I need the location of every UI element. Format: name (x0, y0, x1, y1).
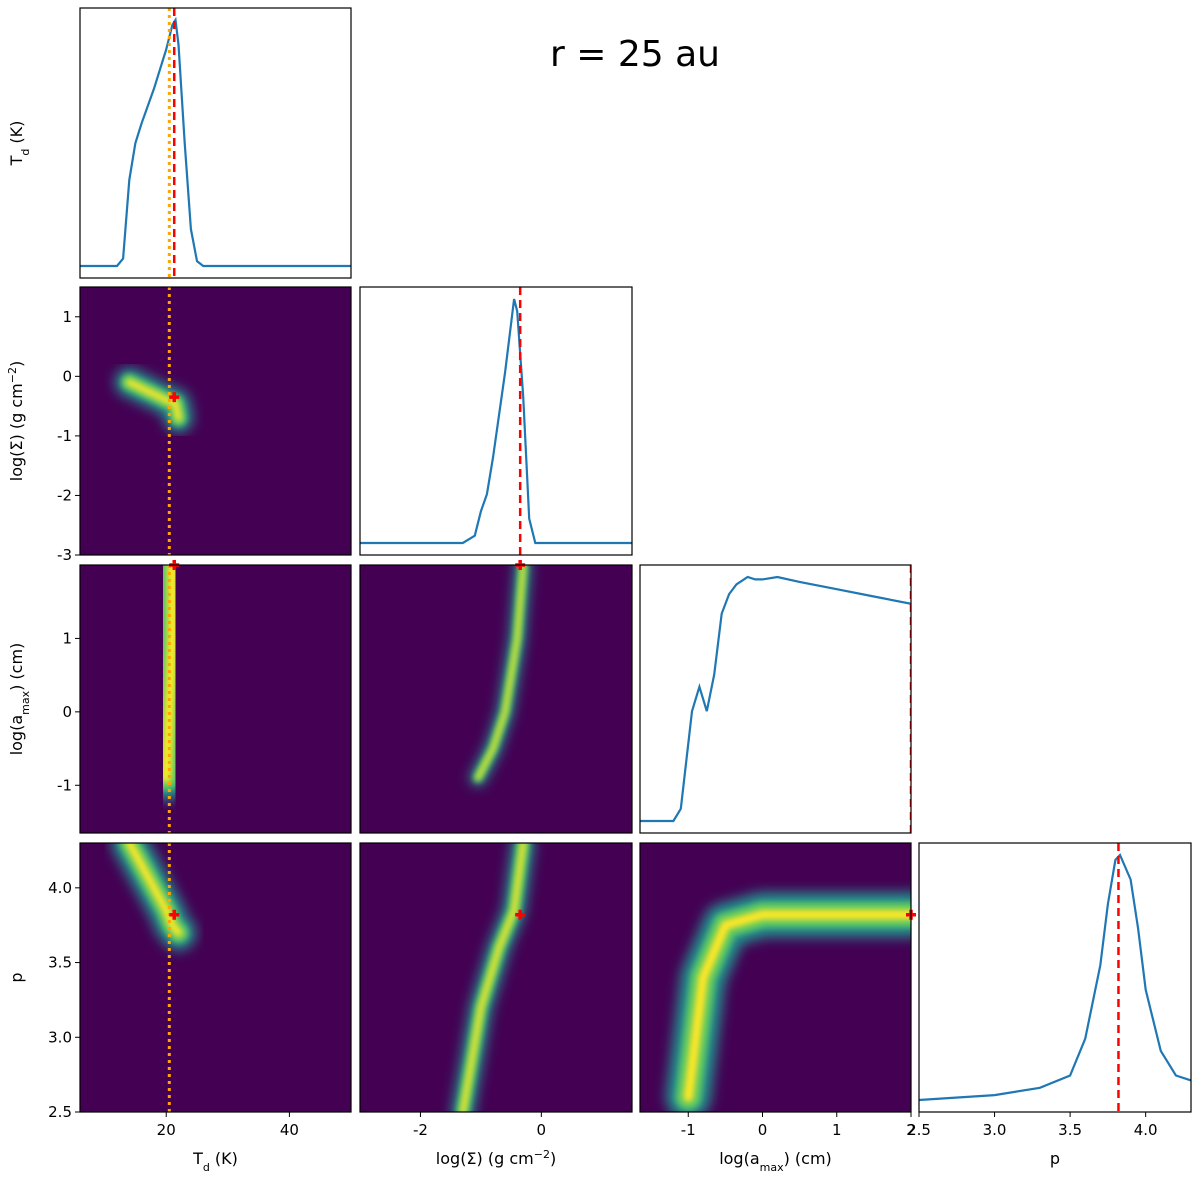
label-part: d (203, 1161, 210, 1174)
x-tick-label: 3.0 (983, 1121, 1007, 1139)
axis-label: log(amax) (cm) (7, 643, 32, 756)
x-tick-label: 1 (832, 1121, 842, 1139)
truth-marker (515, 909, 526, 920)
heatmap-bg (80, 843, 351, 1112)
label-part: ) (cm) (7, 643, 26, 691)
panel (640, 843, 911, 1112)
y-tick-label: -1 (57, 427, 72, 445)
density-curve (919, 853, 1191, 1102)
frame (79, 842, 352, 1113)
label-part: p (7, 972, 26, 982)
label-part: ) (550, 1149, 556, 1168)
x-tick-label: -2 (413, 1121, 428, 1139)
truth-marker (169, 392, 180, 403)
density-curve (360, 298, 632, 545)
label-part: T (7, 155, 26, 166)
panel (360, 565, 632, 833)
x-tick-label: 40 (280, 1121, 299, 1139)
frame (639, 564, 912, 834)
y-tick-label: 0 (62, 703, 72, 721)
x-tick-label: -1 (681, 1121, 696, 1139)
label-part: −2 (6, 367, 19, 383)
x-tick-label: 4.0 (1134, 1121, 1158, 1139)
label-part: max (760, 1161, 784, 1174)
x-tick-label: 2 (906, 1121, 916, 1139)
y-tick-label: -1 (57, 776, 72, 794)
y-tick-label: 3.5 (48, 954, 72, 972)
truth-marker (169, 909, 180, 920)
y-tick-label: -2 (57, 486, 72, 504)
label-part: ) (cm) (784, 1149, 832, 1168)
frame (79, 7, 352, 279)
frame (918, 842, 1192, 1113)
label-part: T (192, 1149, 203, 1168)
panel (80, 287, 351, 555)
axis-label: p (7, 972, 26, 982)
frame (79, 564, 352, 834)
axis-label: log(Σ) (g cm−2) (6, 361, 27, 481)
frame (359, 842, 633, 1113)
panel (80, 565, 351, 833)
density-ridge (683, 909, 911, 1102)
density-ridge (125, 843, 183, 937)
density-ridge (476, 565, 525, 780)
heatmap-bg (80, 565, 351, 833)
axis-label: Td (K) (7, 121, 32, 167)
label-part: p (1050, 1149, 1060, 1168)
label-part: log(a (7, 715, 26, 755)
density-curve (640, 575, 911, 823)
frame (359, 564, 633, 834)
y-tick-label: -3 (57, 546, 72, 564)
panel (360, 287, 632, 555)
y-tick-label: 4.0 (48, 879, 72, 897)
y-tick-label: 1 (62, 308, 72, 326)
x-tick-label: 0 (758, 1121, 768, 1139)
x-tick-label: 20 (157, 1121, 176, 1139)
density-ridge (460, 843, 526, 1112)
density-ridge (161, 565, 178, 783)
panel (919, 843, 1191, 1112)
label-part: ) (7, 361, 26, 367)
x-tick-label: 2.5 (907, 1121, 931, 1139)
chart-title: r = 25 au (550, 34, 720, 75)
axis-label: log(Σ) (g cm−2) (436, 1148, 556, 1169)
frame (359, 286, 633, 556)
label-part: log(Σ) (g cm (7, 383, 26, 481)
panel (80, 8, 351, 278)
label-part: (K) (7, 121, 26, 149)
panel (80, 843, 351, 1112)
label-part: log(a (719, 1149, 759, 1168)
label-part: d (19, 149, 32, 156)
frame (79, 286, 352, 556)
heatmap-bg (360, 565, 632, 833)
panel (640, 565, 911, 833)
y-tick-label: 2.5 (48, 1103, 72, 1121)
label-part: log(Σ) (g cm (436, 1149, 534, 1168)
y-tick-label: 0 (62, 367, 72, 385)
x-tick-label: 0 (537, 1121, 547, 1139)
axis-label: p (1050, 1149, 1060, 1168)
x-tick-label: 3.5 (1058, 1121, 1082, 1139)
y-tick-label: 1 (62, 629, 72, 647)
heatmap-bg (80, 287, 351, 555)
density-ridge (126, 379, 182, 422)
label-part: max (19, 690, 32, 714)
label-part: (K) (210, 1149, 238, 1168)
panel (360, 843, 632, 1112)
density-curve (80, 16, 351, 268)
frame (639, 842, 912, 1113)
axis-label: Td (K) (192, 1149, 238, 1174)
axis-label: log(amax) (cm) (719, 1149, 832, 1174)
y-tick-label: 3.0 (48, 1028, 72, 1046)
label-part: −2 (534, 1148, 550, 1161)
